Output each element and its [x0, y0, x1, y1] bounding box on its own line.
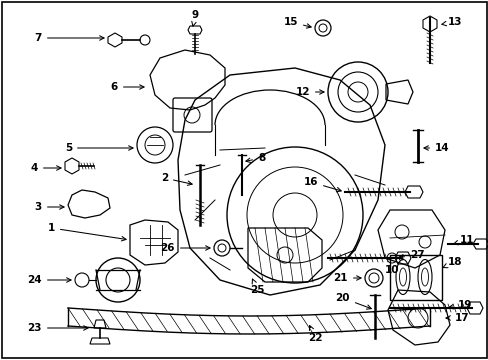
Text: 15: 15: [283, 17, 310, 28]
Text: 20: 20: [335, 293, 370, 309]
Text: 12: 12: [295, 87, 324, 97]
Text: 21: 21: [333, 273, 360, 283]
Text: 24: 24: [27, 275, 71, 285]
Text: 10: 10: [384, 255, 402, 275]
Text: 16: 16: [303, 177, 341, 192]
Text: 3: 3: [35, 202, 64, 212]
Text: 5: 5: [64, 143, 133, 153]
Bar: [389, 255, 441, 300]
Text: 18: 18: [442, 257, 462, 268]
Text: 22: 22: [307, 325, 322, 343]
Text: 14: 14: [423, 143, 448, 153]
Text: 2: 2: [161, 173, 192, 185]
Text: 8: 8: [245, 153, 264, 163]
Text: 11: 11: [453, 235, 473, 245]
Text: 9: 9: [191, 10, 199, 26]
Text: 13: 13: [441, 17, 462, 27]
Text: 1: 1: [48, 223, 126, 241]
Text: 17: 17: [445, 313, 468, 323]
Text: 27: 27: [398, 250, 424, 260]
Text: 4: 4: [31, 163, 61, 173]
Text: 19: 19: [448, 300, 471, 310]
Text: 25: 25: [249, 279, 264, 295]
Text: 26: 26: [160, 243, 210, 253]
Text: 7: 7: [35, 33, 104, 43]
Text: 6: 6: [110, 82, 144, 92]
Text: 23: 23: [27, 323, 88, 333]
